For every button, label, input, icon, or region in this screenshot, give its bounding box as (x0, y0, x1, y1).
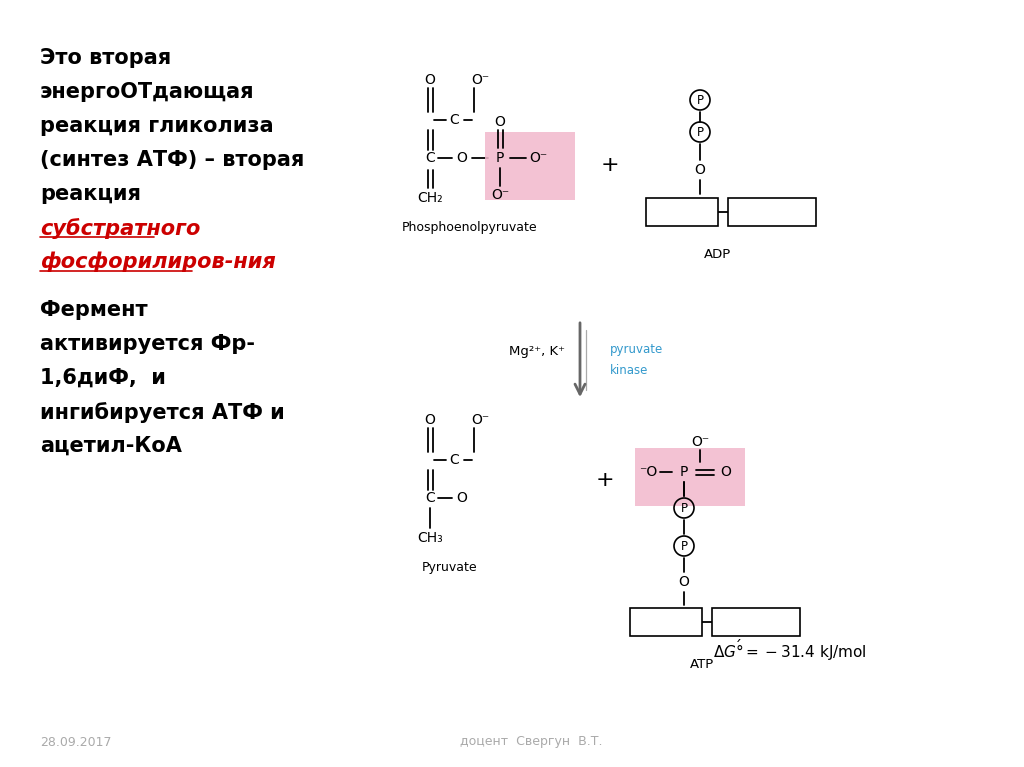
Text: реакция гликолиза: реакция гликолиза (40, 116, 273, 136)
Text: O: O (679, 575, 689, 589)
Text: Adenine: Adenine (730, 615, 781, 628)
Text: Pyruvate: Pyruvate (422, 561, 478, 574)
Text: CH₂: CH₂ (417, 191, 442, 205)
Text: O: O (721, 465, 731, 479)
Text: Phosphoenolpyruvate: Phosphoenolpyruvate (402, 222, 538, 235)
Bar (646, 198, 718, 226)
Text: ингибируется АТФ и: ингибируется АТФ и (40, 402, 285, 423)
Text: (синтез АТФ) – вторая: (синтез АТФ) – вторая (40, 150, 304, 170)
Text: P: P (681, 502, 687, 515)
Text: энергоОТдающая: энергоОТдающая (40, 82, 255, 102)
Text: P: P (496, 151, 504, 165)
Text: 28.09.2017: 28.09.2017 (40, 736, 112, 749)
Text: 1,6диФ,  и: 1,6диФ, и (40, 368, 166, 388)
Text: CH₃: CH₃ (417, 531, 442, 545)
Text: pyruvate: pyruvate (610, 344, 664, 357)
Bar (485, 132, 575, 200)
Text: ацетил-КоА: ацетил-КоА (40, 436, 182, 456)
Text: +: + (596, 470, 614, 490)
Bar (635, 448, 745, 506)
Text: Adenine: Adenine (746, 206, 798, 219)
Text: Фермент: Фермент (40, 300, 147, 320)
Text: $\Delta G\'°= -31.4\ \mathrm{kJ/mol}$: $\Delta G\'°= -31.4\ \mathrm{kJ/mol}$ (713, 637, 867, 663)
Text: Это вторая: Это вторая (40, 48, 171, 68)
Text: O: O (694, 163, 706, 177)
Text: P: P (680, 465, 688, 479)
Text: P: P (696, 126, 703, 139)
Text: O⁻: O⁻ (528, 151, 547, 165)
Text: P: P (681, 539, 687, 552)
Text: ⁻O: ⁻O (639, 465, 657, 479)
Text: O: O (495, 115, 506, 129)
Text: Rib: Rib (656, 615, 676, 628)
Text: Rib: Rib (672, 206, 692, 219)
Text: ADP: ADP (705, 249, 731, 262)
Text: O: O (425, 73, 435, 87)
Text: kinase: kinase (610, 364, 648, 377)
Text: реакция: реакция (40, 184, 141, 204)
Text: O⁻: O⁻ (471, 73, 489, 87)
Text: ATP: ATP (690, 659, 714, 671)
Text: C: C (425, 151, 435, 165)
Text: фосфорилиров-ния: фосфорилиров-ния (40, 252, 275, 272)
Text: доцент  Свергун  В.Т.: доцент Свергун В.Т. (460, 736, 602, 749)
Text: O: O (457, 491, 467, 505)
Text: активируется Фр-: активируется Фр- (40, 334, 255, 354)
Text: +: + (601, 155, 620, 175)
Text: C: C (450, 453, 459, 467)
Text: Mg²⁺, K⁺: Mg²⁺, K⁺ (509, 345, 565, 358)
Text: C: C (450, 113, 459, 127)
Bar (712, 608, 800, 636)
Text: O⁻: O⁻ (471, 413, 489, 427)
Text: O⁻: O⁻ (691, 435, 710, 449)
Text: O: O (425, 413, 435, 427)
Text: O: O (457, 151, 467, 165)
Text: P: P (696, 94, 703, 107)
Text: C: C (425, 491, 435, 505)
Bar (728, 198, 816, 226)
Text: субстратного: субстратного (40, 218, 201, 239)
Bar (630, 608, 702, 636)
Text: O⁻: O⁻ (490, 188, 509, 202)
